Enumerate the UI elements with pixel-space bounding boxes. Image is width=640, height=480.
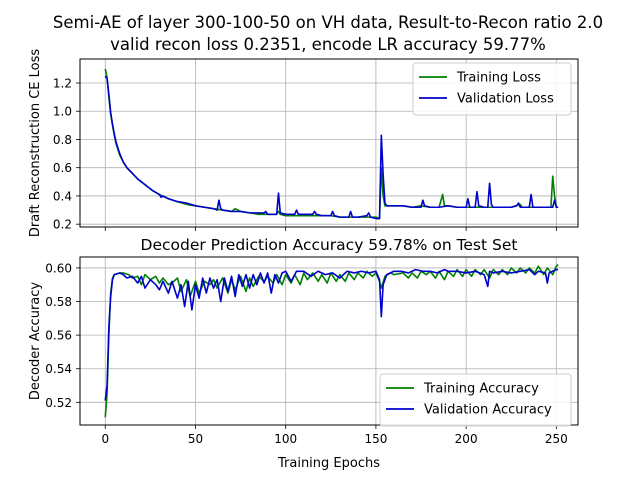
validation-loss-line [104,75,559,220]
accuracy-x-tick-label-150: 150 [364,432,387,446]
loss-axes-frame [79,58,579,228]
accuracy-subplot-title: Decoder Prediction Accuracy 59.78% on Te… [141,236,518,254]
loss-subplot: 0.2 0.4 0.6 0.8 1.0 1.2 Draft Reconstruction … [28,49,579,237]
accuracy-x-tick-label-100: 100 [274,432,297,446]
loss-y-tick-label-0-4: 0.4 [53,189,72,203]
training-loss-legend-label: Training Loss [456,71,541,86]
loss-legend: Training Loss Validation Loss [412,62,572,116]
loss-series [104,68,559,220]
accuracy-y-tick-label-0-56: 0.56 [45,329,72,343]
accuracy-y-axis-label: Decoder Accuracy [28,282,43,400]
accuracy-x-tick-label-50: 50 [188,432,203,446]
loss-ticks: 0.2 0.4 0.6 0.8 1.0 1.2 [53,77,557,232]
accuracy-ticks: 0 50 100 150 200 250 0.52 0.54 0.56 0.58 0.60 [45,261,568,446]
accuracy-y-tick-label-0-58: 0.58 [45,295,72,309]
accuracy-y-tick-label-0-6: 0.60 [45,261,72,275]
accuracy-x-axis-label: Training Epochs [277,456,380,471]
loss-y-tick-label-1: 1.0 [53,105,72,119]
validation-accuracy-line [104,268,559,401]
accuracy-subplot: Decoder Prediction Accuracy 59.78% on Te… [28,236,579,471]
accuracy-series [104,263,559,418]
chart-title-line-1: Semi-AE of layer 300-100-50 on VH data, … [53,13,603,32]
accuracy-y-tick-label-0-52: 0.52 [45,396,72,410]
loss-y-axis-label: Draft Reconstruction CE Loss [28,49,43,237]
accuracy-y-tick-label-0-54: 0.54 [45,362,72,376]
accuracy-x-tick-label-250: 250 [545,432,568,446]
accuracy-legend-box [379,373,572,427]
training-accuracy-line [104,263,559,418]
validation-loss-legend-label: Validation Loss [457,92,554,107]
chart-title-line-2: valid recon loss 0.2351, encode LR accur… [110,35,546,54]
loss-y-tick-label-1-2: 1.2 [53,77,72,91]
loss-y-tick-label-0-6: 0.6 [53,161,72,175]
accuracy-legend: Training Accuracy Validation Accuracy [379,373,572,427]
accuracy-axes-frame [79,256,579,426]
validation-accuracy-legend-label: Validation Accuracy [424,403,552,418]
accuracy-x-tick-label-200: 200 [455,432,478,446]
loss-y-tick-label-0-8: 0.8 [53,133,72,147]
loss-y-tick-label-0-2: 0.2 [53,218,72,232]
accuracy-x-tick-label-0: 0 [101,432,109,446]
loss-legend-box [412,62,572,116]
training-accuracy-legend-label: Training Accuracy [423,382,539,397]
